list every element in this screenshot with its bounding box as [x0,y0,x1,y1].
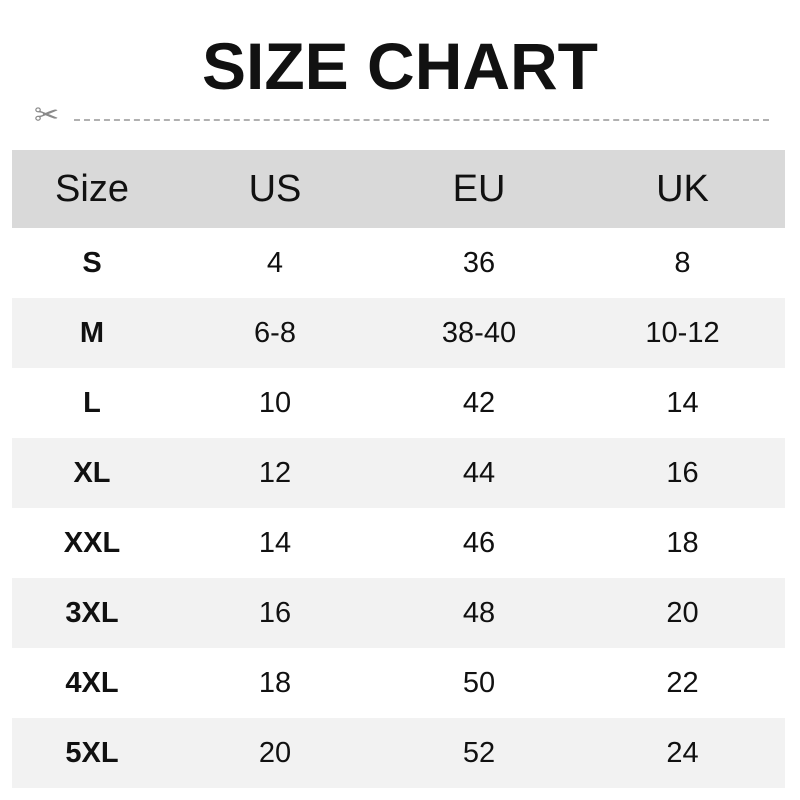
cell-uk: 24 [666,736,699,769]
cell-us: 20 [258,736,292,769]
header-eu: EU [452,167,506,210]
cell-eu: 38-40 [441,316,517,349]
cell-size: XL [73,456,111,489]
cell-us: 10 [258,386,292,419]
dashed-divider [74,119,769,121]
header-us: US [248,167,302,210]
cell-size: XXL [63,526,121,559]
cell-size: S [82,246,102,279]
table-row: XXL 14 46 18 [12,508,785,578]
cell-uk: 14 [666,386,699,419]
scissors-icon: ✂ [34,99,60,132]
table-row: M 6-8 38-40 10-12 [12,298,785,368]
table-row: 5XL 20 52 24 [12,718,785,788]
header-size: Size [55,167,129,210]
table-row: XL 12 44 16 [12,438,785,508]
cell-size: L [83,386,101,419]
cell-uk: 22 [666,666,699,699]
table-row: S 4 36 8 [12,228,785,298]
cell-size: 3XL [65,596,119,629]
table-header-row: Size US EU UK [12,150,785,228]
cell-uk: 18 [666,526,699,559]
table-row: 3XL 16 48 20 [12,578,785,648]
cell-size: 5XL [65,736,119,769]
header-uk: UK [656,167,709,210]
cell-size: M [79,316,105,349]
cell-eu: 46 [462,526,496,559]
cell-eu: 48 [462,596,496,629]
cell-us: 4 [266,246,284,279]
cell-eu: 42 [462,386,496,419]
cell-eu: 50 [462,666,496,699]
page-title: SIZE CHART [202,29,598,103]
cell-us: 12 [258,456,292,489]
cell-us: 6-8 [254,316,296,349]
cell-uk: 10-12 [645,316,720,349]
size-table: Size US EU UK S 4 36 8 M 6-8 38-40 10-12 L 10 42 14… [12,150,785,788]
table-row: L 10 42 14 [12,368,785,438]
cell-eu: 52 [462,736,496,769]
cut-line: ✂ [34,101,769,131]
cell-uk: 8 [674,246,691,279]
cell-us: 14 [258,526,292,559]
cell-eu: 36 [462,246,496,279]
cell-us: 16 [258,596,292,629]
cell-uk: 16 [666,456,699,489]
cell-uk: 20 [666,596,699,629]
cell-eu: 44 [462,456,496,489]
table-row: 4XL 18 50 22 [12,648,785,718]
cell-us: 18 [258,666,292,699]
cell-size: 4XL [65,666,119,699]
